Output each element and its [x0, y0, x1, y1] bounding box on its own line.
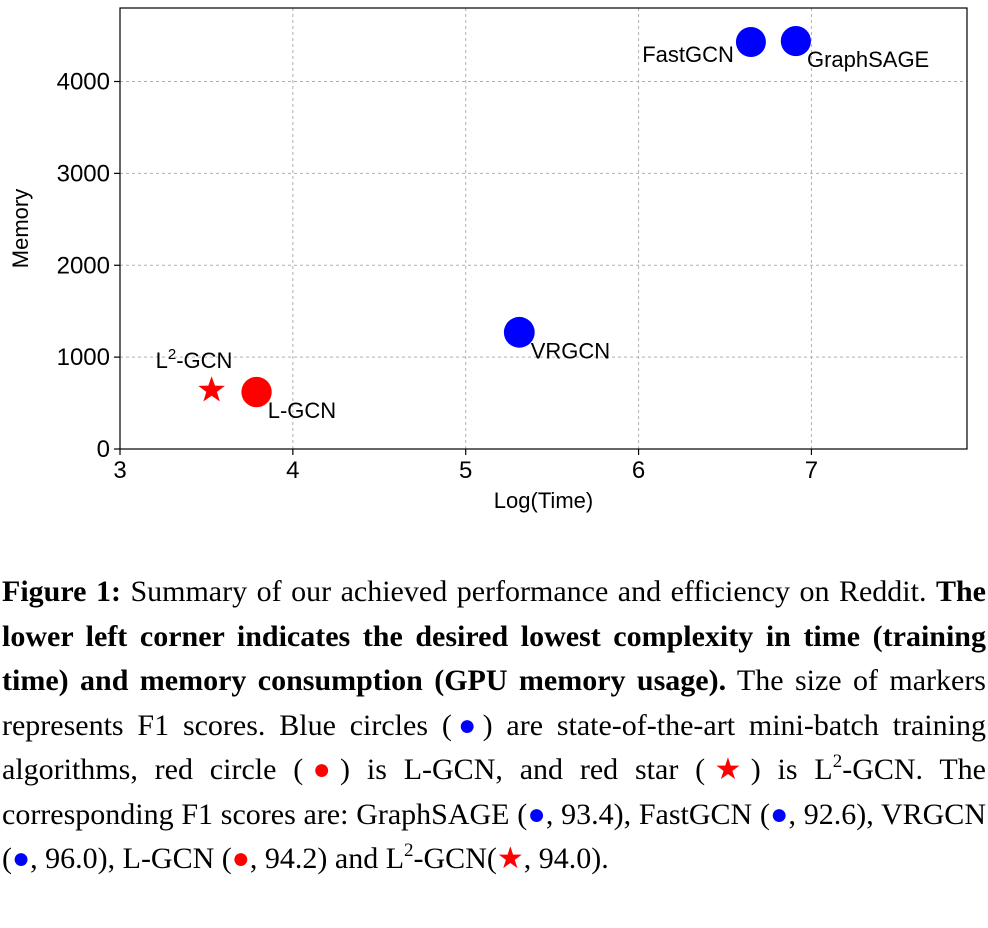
x-tick-label: 7 [805, 457, 818, 484]
y-tick-label: 2000 [57, 252, 110, 279]
point-label: VRGCN [531, 338, 610, 363]
x-tick-label: 4 [286, 457, 299, 484]
y-axis-label: Memory [8, 189, 33, 268]
caption-text-5: ) is L [750, 753, 833, 786]
caption-text-12: , 94.0). [523, 842, 609, 875]
star-point [198, 376, 225, 402]
blue-dot-icon: ● [769, 797, 789, 831]
point-label: L-GCN [268, 398, 336, 423]
figure-label: Figure 1: [2, 575, 121, 608]
caption-bold-text: The lower left corner indicates the desi… [2, 575, 986, 697]
circle-point [503, 316, 535, 348]
caption-text-3: ) are state-of-the-art mini-batch traini… [2, 708, 986, 787]
caption-superscript: 2 [404, 840, 414, 861]
red-star-icon: ★ [496, 842, 524, 875]
caption-text-8: , 92.6), VRGCN ( [2, 797, 986, 876]
point-label: L2-GCN [156, 346, 233, 373]
scatter-figure: 3 4 5 6 7 0 1000 2000 3000 4000 Log(Time) Memory Fas… [8, 7, 968, 513]
caption-text-9: , 96.0), L-GCN ( [30, 842, 232, 875]
y-tick-label: 4000 [57, 69, 110, 96]
plot-frame [119, 7, 968, 450]
red-dot-icon: ● [303, 753, 341, 786]
x-axis-label: Log(Time) [494, 488, 593, 513]
point-label: FastGCN [642, 42, 734, 67]
red-dot-icon: ● [231, 842, 250, 875]
caption-text-6: -GCN. The corresponding F1 scores are: G… [2, 753, 986, 831]
caption-text-1: Summary of our achieved performance and … [120, 575, 936, 608]
x-tick-label: 5 [459, 457, 472, 484]
y-tick-label: 0 [97, 436, 110, 463]
red-star-icon: ★ [705, 753, 751, 786]
point-label: GraphSAGE [807, 47, 929, 72]
x-tick-label: 3 [113, 457, 126, 484]
y-tick-label: 3000 [57, 160, 110, 187]
circle-point [241, 376, 272, 408]
caption-text-10: , 94.2) and L [249, 842, 405, 875]
caption-superscript: 2 [832, 751, 843, 772]
x-tick-label: 6 [632, 457, 645, 484]
blue-dot-icon: ● [527, 797, 546, 831]
y-tick-label: 1000 [57, 344, 110, 371]
caption-text-4: ) is L-GCN, and red star ( [340, 753, 706, 786]
blue-dot-icon: ● [12, 842, 31, 875]
caption-text-7: , 93.4), FastGCN ( [545, 797, 770, 831]
circle-point [735, 26, 766, 57]
circle-point [780, 25, 811, 57]
caption-text-11: -GCN( [413, 842, 497, 875]
figure-caption: Figure 1: Summary of our achieved perfor… [2, 570, 986, 882]
caption-text-2: The size of markers represents F1 scores… [2, 664, 986, 742]
scatter-chart: 3 4 5 6 7 0 1000 2000 3000 4000 Log(Time) Memory Fas… [8, 7, 968, 513]
blue-dot-icon: ● [451, 708, 483, 742]
